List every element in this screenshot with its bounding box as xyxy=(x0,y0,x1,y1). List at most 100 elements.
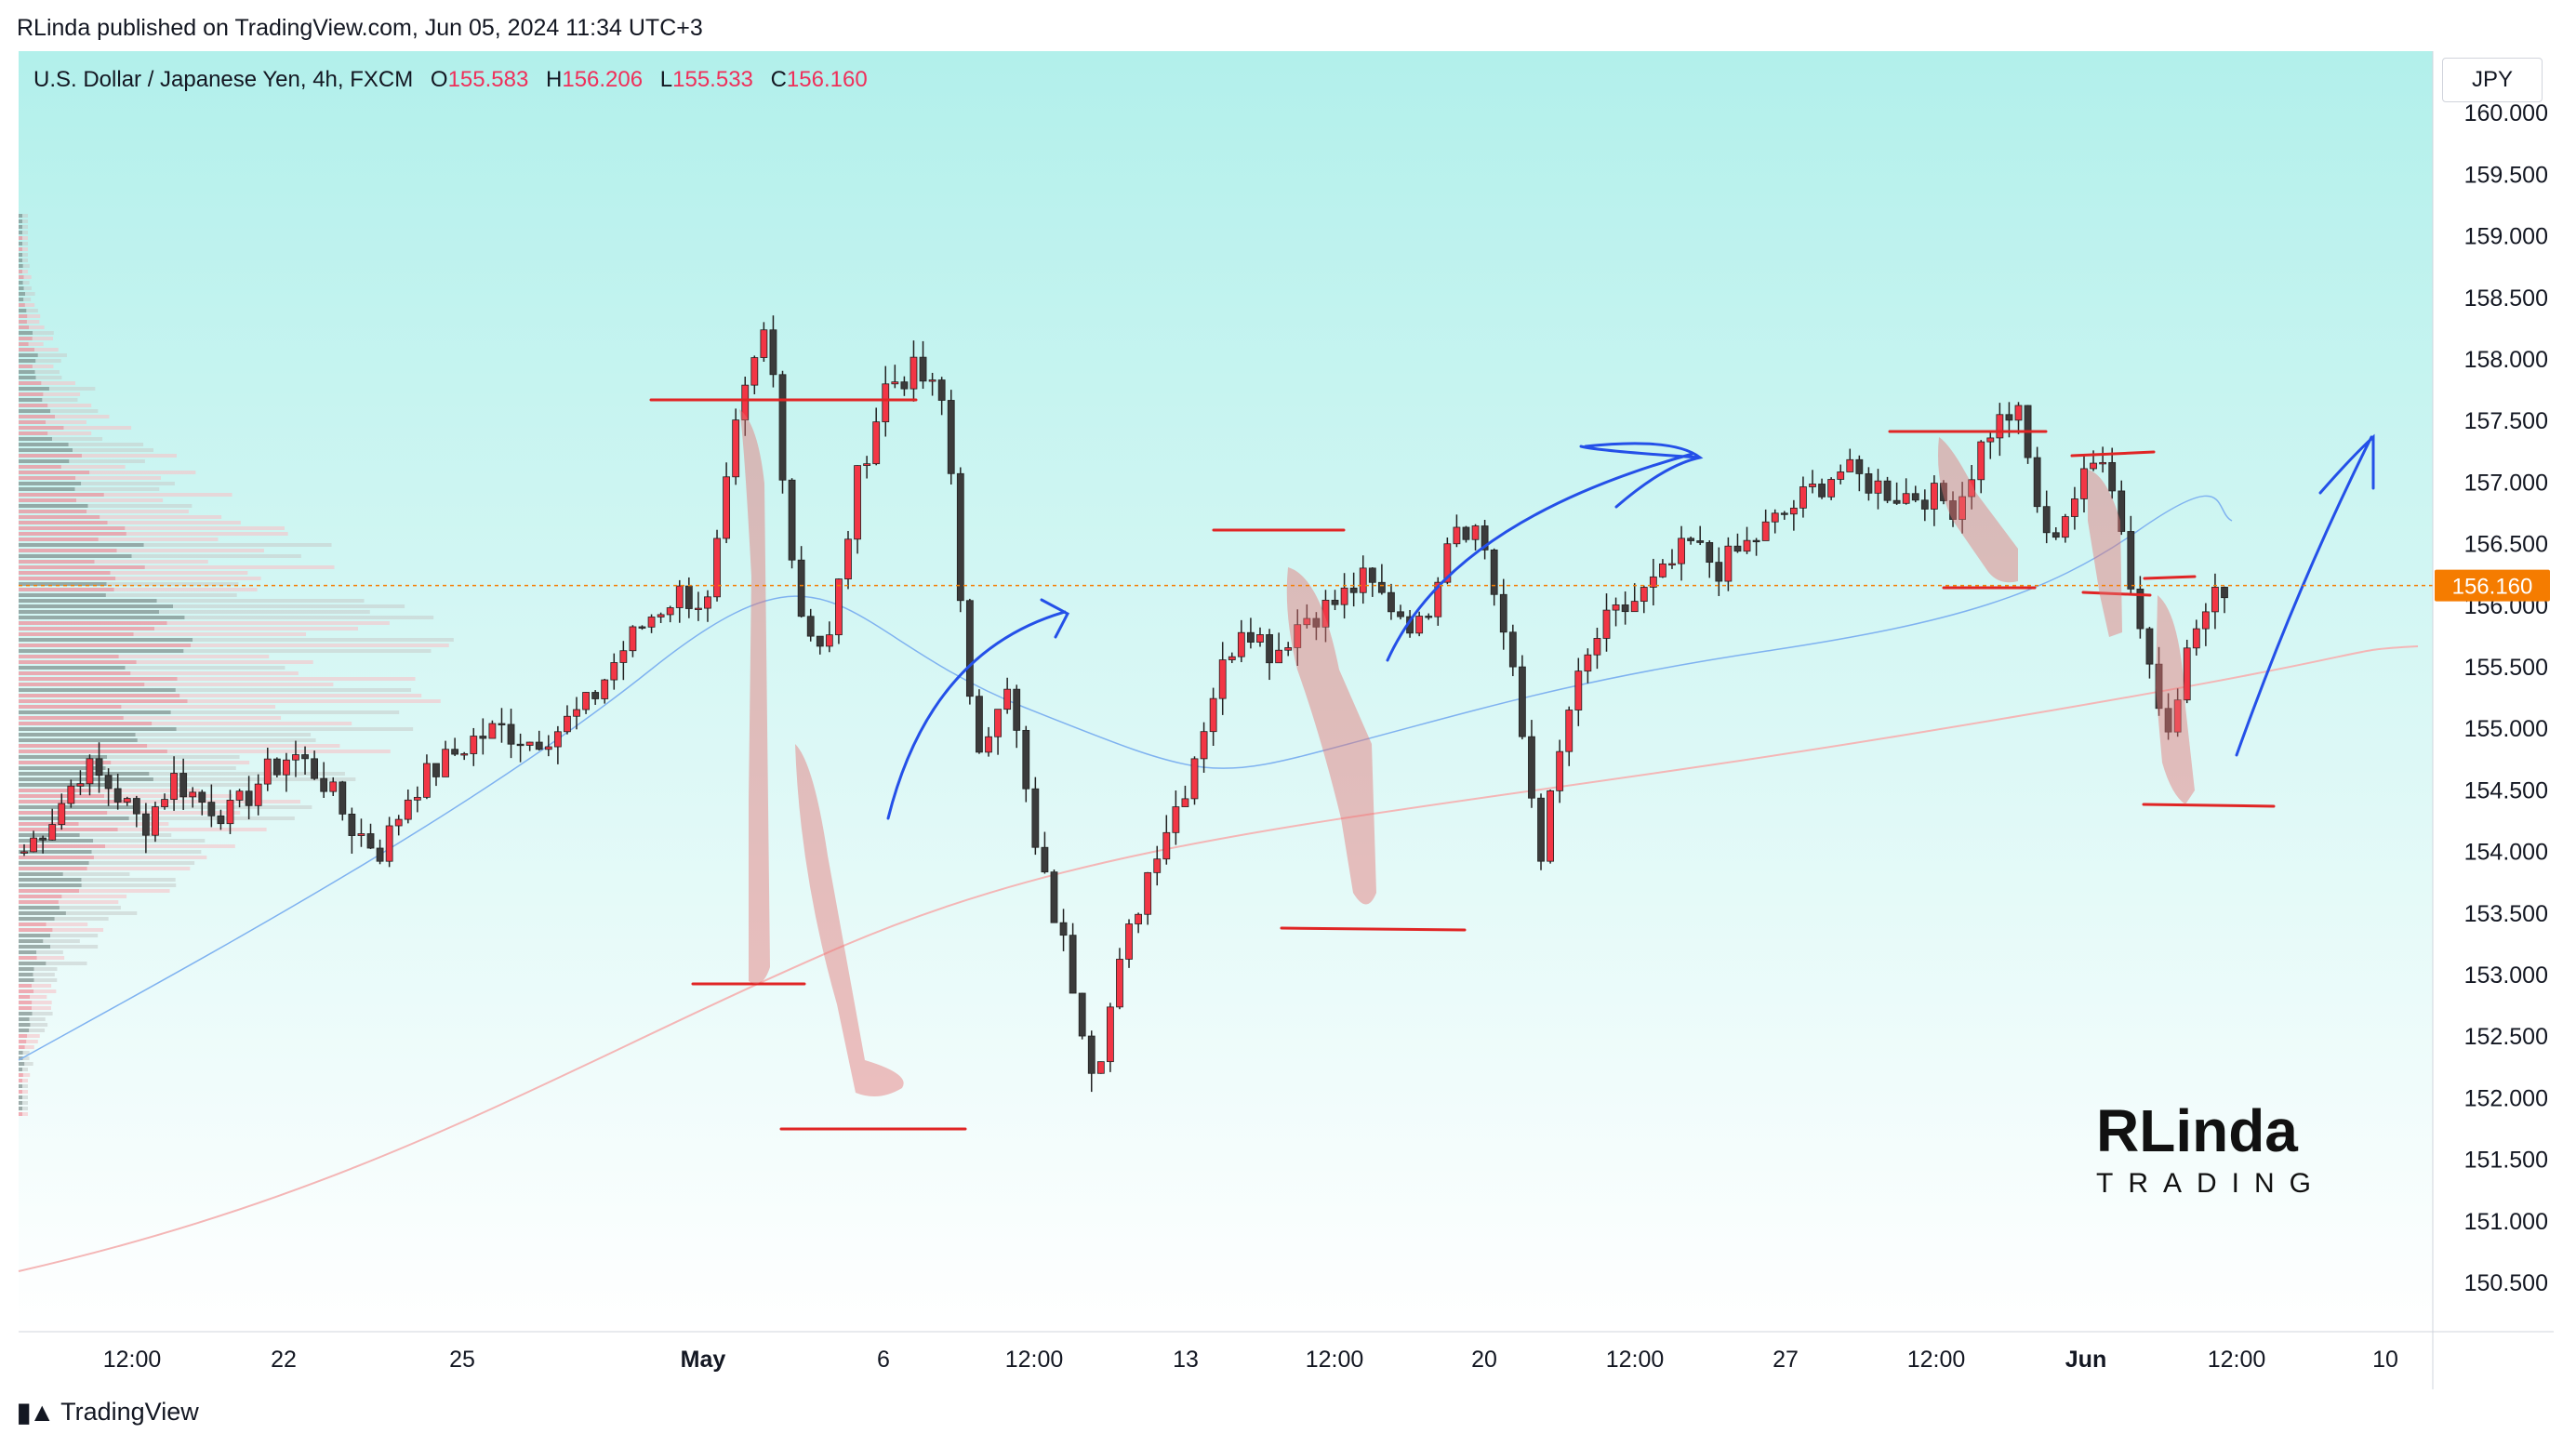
profile-bar-ext xyxy=(63,426,132,430)
profile-bar-ext xyxy=(187,699,441,703)
profile-bar-ext xyxy=(32,1012,53,1016)
profile-bar xyxy=(19,761,112,764)
profile-bar xyxy=(19,694,180,697)
profile-bar-ext xyxy=(144,565,335,569)
profile-bar-ext xyxy=(98,538,219,541)
profile-bar xyxy=(19,381,42,385)
candle-body xyxy=(1096,1061,1105,1074)
currency-selector[interactable]: JPY xyxy=(2442,58,2543,102)
profile-bar-ext xyxy=(50,934,99,937)
profile-bar-ext xyxy=(22,264,30,268)
candle-body xyxy=(161,799,168,807)
profile-bar xyxy=(19,900,59,904)
candle-body xyxy=(1462,526,1470,540)
time-tick-8: 20 xyxy=(1471,1347,1497,1373)
profile-bar xyxy=(19,286,24,290)
price-tick-4: 152.500 xyxy=(2464,1024,2548,1050)
candle-body xyxy=(1827,479,1836,498)
candle-body xyxy=(1415,616,1424,634)
candle-body xyxy=(460,753,469,756)
price-tick-19: 160.000 xyxy=(2464,100,2548,126)
candle-body xyxy=(1593,638,1601,656)
profile-bar-ext xyxy=(22,225,28,229)
watermark-bottom: TRADING xyxy=(2096,1168,2326,1199)
profile-bar xyxy=(19,638,193,642)
profile-bar xyxy=(19,420,46,424)
profile-bar-ext xyxy=(103,493,232,497)
candle-body xyxy=(797,559,805,617)
candle-body xyxy=(619,650,628,663)
profile-bar xyxy=(19,476,76,480)
profile-bar xyxy=(19,270,22,273)
candle-body xyxy=(1116,959,1123,1008)
profile-bar-ext xyxy=(191,644,449,647)
candle-body xyxy=(2136,589,2144,630)
profile-bar-ext xyxy=(159,610,370,614)
candle-body xyxy=(1200,731,1208,760)
candle-body xyxy=(1284,647,1293,651)
candle-body xyxy=(525,741,534,746)
profile-bar-ext xyxy=(32,984,52,988)
candle-body xyxy=(283,759,290,776)
open-value: 155.583 xyxy=(447,67,529,92)
highlight-zone xyxy=(795,744,904,1096)
candle-body xyxy=(573,709,580,717)
candle-body xyxy=(2155,663,2163,710)
profile-bar-ext xyxy=(32,337,54,340)
price-axis[interactable] xyxy=(2433,51,2554,1332)
profile-bar xyxy=(19,872,63,876)
profile-bar xyxy=(19,800,132,803)
profile-bar xyxy=(19,577,116,580)
candle-body xyxy=(1940,483,1947,501)
profile-bar xyxy=(19,281,23,285)
candle-body xyxy=(553,731,562,748)
candle-body xyxy=(2192,628,2200,649)
profile-bar xyxy=(19,710,171,714)
candle-body xyxy=(2080,468,2088,499)
candle-body xyxy=(835,578,843,636)
profile-bar xyxy=(19,482,82,485)
candle-body xyxy=(451,749,459,755)
candle-body xyxy=(1724,545,1733,582)
time-axis[interactable] xyxy=(19,1332,2433,1389)
profile-bar-ext xyxy=(22,1112,28,1116)
profile-bar xyxy=(19,348,35,352)
candle-body xyxy=(1996,414,2004,439)
candle-body xyxy=(1209,697,1217,733)
profile-bar-ext xyxy=(73,448,154,452)
candle-body xyxy=(1959,496,1966,520)
profile-bar-ext xyxy=(193,638,454,642)
profile-bar-ext xyxy=(22,253,28,257)
profile-bar xyxy=(19,934,51,937)
high-value: 156.206 xyxy=(562,67,644,92)
profile-bar xyxy=(19,392,44,396)
profile-bar xyxy=(19,543,144,547)
profile-bar-ext xyxy=(34,348,59,352)
profile-bar xyxy=(19,404,48,407)
candle-body xyxy=(1453,526,1461,545)
last-price-badge: 156.160 xyxy=(2435,569,2550,602)
candle-body xyxy=(965,600,974,697)
profile-bar-ext xyxy=(88,861,195,865)
profile-bar xyxy=(19,370,35,374)
profile-bar xyxy=(19,956,37,960)
tradingview-footer[interactable]: ▮▲ TradingView xyxy=(17,1397,199,1427)
profile-bar-ext xyxy=(115,577,261,580)
time-tick-0: 12:00 xyxy=(103,1347,162,1373)
profile-bar-ext xyxy=(30,1023,48,1027)
candle-body xyxy=(1471,525,1480,540)
profile-bar xyxy=(19,337,33,340)
profile-bar xyxy=(19,683,145,686)
highlight-zone xyxy=(2156,595,2195,804)
candle-body xyxy=(1874,480,1882,494)
price-tick-10: 155.500 xyxy=(2464,655,2548,681)
profile-bar xyxy=(19,532,126,536)
candle-body xyxy=(695,607,702,610)
profile-bar-ext xyxy=(89,471,196,474)
candle-body xyxy=(1397,611,1404,617)
red-level-line xyxy=(2070,450,2156,458)
profile-bar-ext xyxy=(147,744,340,748)
candle-body xyxy=(1846,458,1854,472)
profile-bar-ext xyxy=(46,962,87,965)
